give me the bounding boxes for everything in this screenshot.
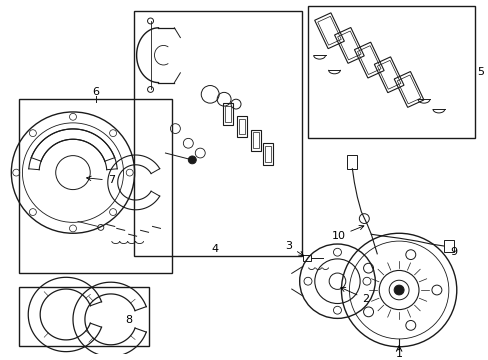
Bar xyxy=(443,240,453,252)
Bar xyxy=(334,27,364,63)
Bar xyxy=(317,16,341,45)
Text: 4: 4 xyxy=(211,244,218,254)
Text: 5: 5 xyxy=(476,67,483,77)
Bar xyxy=(396,75,420,104)
Text: 3: 3 xyxy=(285,241,303,256)
Text: 9: 9 xyxy=(449,247,456,257)
Bar xyxy=(19,99,172,273)
Text: 7: 7 xyxy=(86,175,115,185)
Bar xyxy=(357,46,380,75)
Text: 10: 10 xyxy=(331,225,363,241)
Bar xyxy=(346,155,357,169)
Text: 6: 6 xyxy=(92,87,99,97)
Bar xyxy=(252,132,258,148)
Bar xyxy=(263,143,272,165)
Text: 1: 1 xyxy=(395,348,402,359)
Circle shape xyxy=(188,156,196,164)
Bar xyxy=(250,130,261,151)
Bar xyxy=(354,42,384,78)
Bar xyxy=(133,11,301,256)
Bar xyxy=(337,31,361,60)
Circle shape xyxy=(393,285,403,295)
Bar xyxy=(19,287,148,346)
Bar xyxy=(223,103,233,125)
Bar xyxy=(393,72,423,107)
Bar xyxy=(264,146,270,162)
Bar xyxy=(314,13,344,49)
Bar xyxy=(224,106,231,122)
Bar xyxy=(374,57,403,93)
Bar xyxy=(307,6,474,138)
Bar xyxy=(377,60,400,89)
Text: 8: 8 xyxy=(125,315,132,325)
Bar xyxy=(302,255,310,261)
Bar xyxy=(237,116,246,138)
Text: 2: 2 xyxy=(340,287,369,304)
Bar xyxy=(239,119,244,134)
